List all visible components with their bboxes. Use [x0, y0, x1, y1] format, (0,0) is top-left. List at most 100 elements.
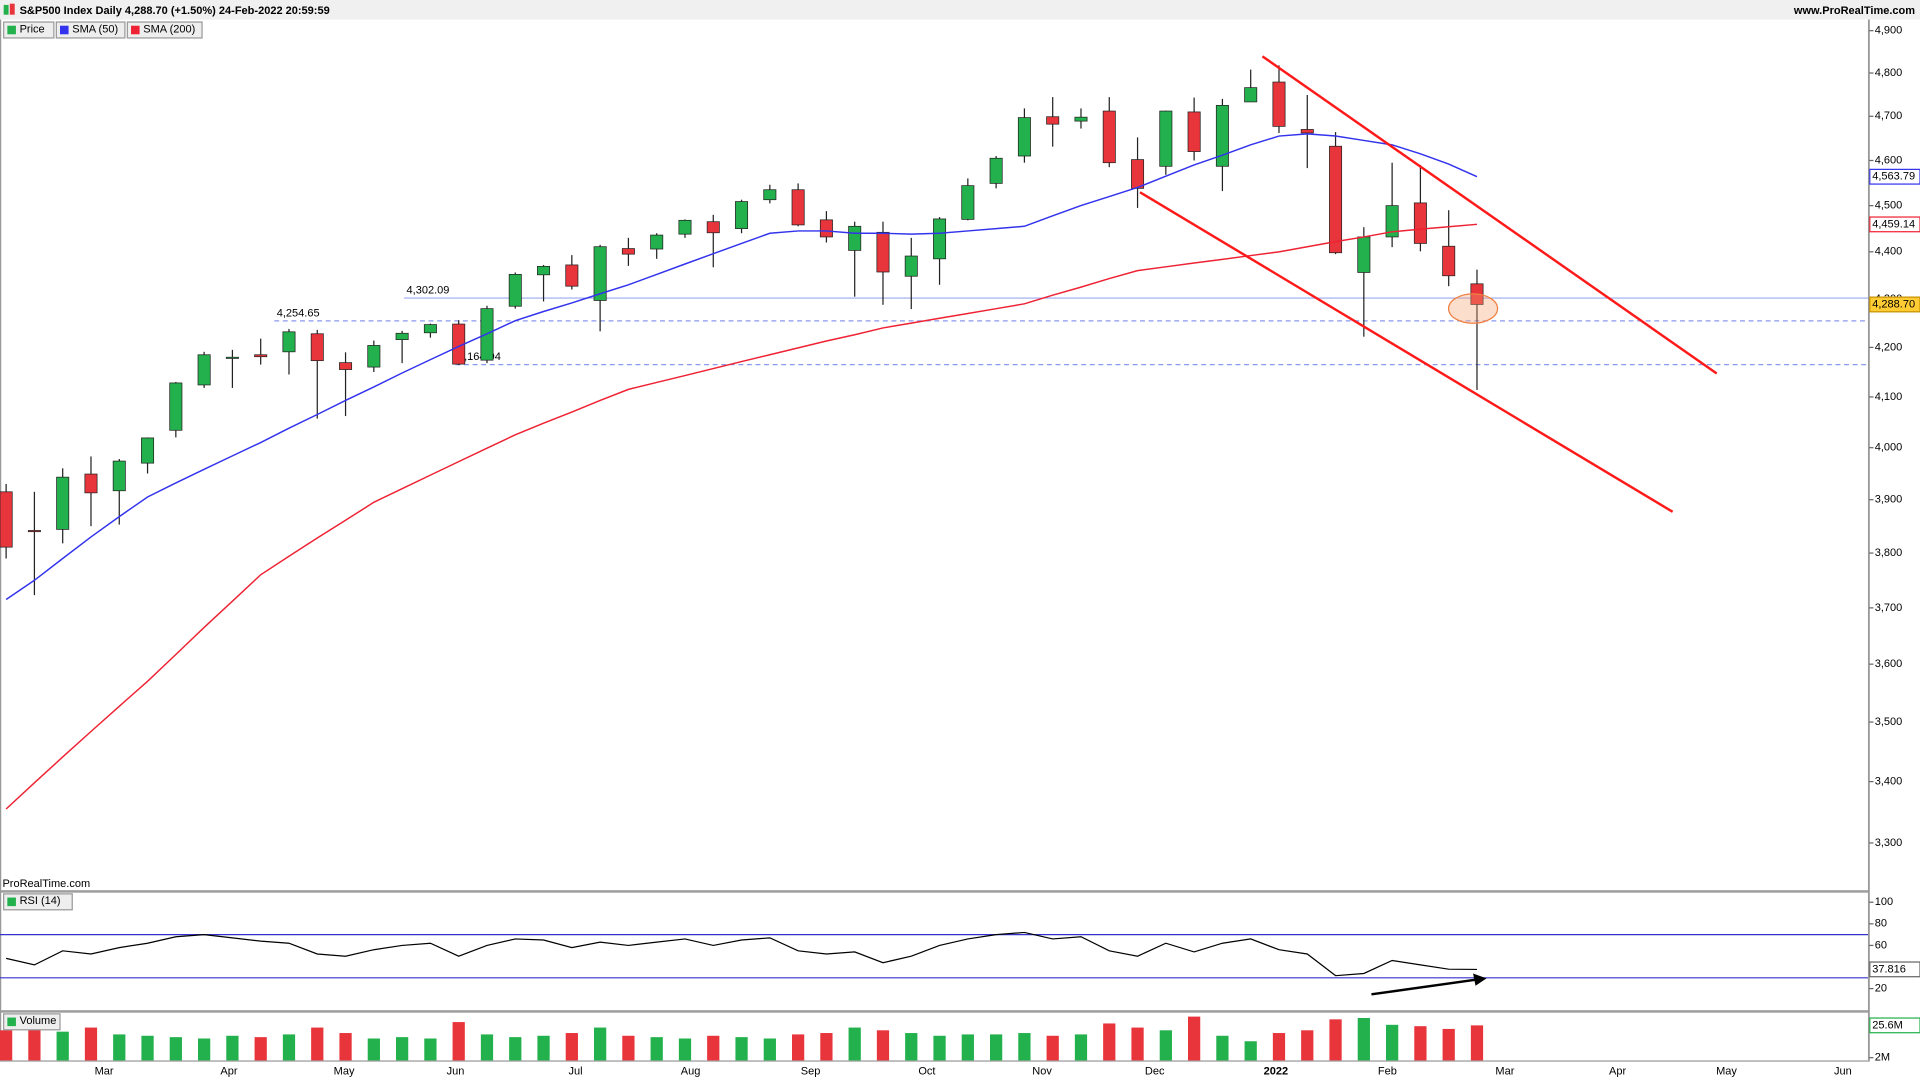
- volume-bar: [678, 1038, 692, 1061]
- y-tick-label: 3,700: [1875, 602, 1903, 614]
- legend-label: SMA (50): [72, 23, 118, 35]
- candle-body: [876, 231, 890, 273]
- candle-body: [112, 460, 126, 492]
- y-tick-label: 4,400: [1875, 246, 1903, 258]
- volume-bar: [735, 1037, 748, 1061]
- value-box-label: 4,459.14: [1872, 218, 1915, 230]
- candle-body: [961, 185, 975, 220]
- x-tick-label: Apr: [220, 1065, 237, 1077]
- volume-bar: [990, 1034, 1003, 1061]
- volume-bar: [961, 1034, 974, 1061]
- rsi-line: [5, 931, 1477, 977]
- candle-body: [169, 382, 183, 431]
- candle-body: [1442, 245, 1456, 277]
- volume-bar: [1386, 1024, 1399, 1061]
- value-box-label: 37.816: [1872, 963, 1906, 975]
- trendline: [1139, 191, 1674, 513]
- candle-body: [1329, 145, 1343, 254]
- volume-bar: [452, 1022, 465, 1061]
- value-box-label: 4,288.70: [1872, 298, 1915, 310]
- x-tick-label: Feb: [1378, 1065, 1397, 1077]
- candle-body: [1215, 105, 1229, 167]
- y-tick-label: 4,900: [1875, 25, 1903, 37]
- candle-body: [282, 331, 296, 353]
- x-tick-label: Mar: [95, 1065, 114, 1077]
- candle-body: [1159, 110, 1173, 167]
- candle-body: [706, 221, 720, 234]
- candle-body: [678, 219, 692, 235]
- x-tick-label: Nov: [1032, 1065, 1052, 1077]
- volume-bar: [820, 1033, 833, 1061]
- candle-body: [848, 225, 862, 251]
- y-tick-label: 4,000: [1875, 442, 1903, 454]
- volume-bar: [1018, 1033, 1031, 1061]
- volume-bar: [282, 1034, 296, 1061]
- candle-body: [27, 530, 41, 533]
- volume-bar: [763, 1038, 776, 1061]
- header-icon: [9, 3, 15, 15]
- legend-swatch: [7, 1017, 16, 1027]
- volume-bar: [226, 1035, 239, 1061]
- legend-box: [55, 21, 126, 39]
- volume-bar: [1329, 1019, 1342, 1061]
- y-tick-label: 4,800: [1875, 67, 1903, 79]
- y-tick-label: 3,900: [1875, 494, 1903, 506]
- header-bar: [0, 0, 1920, 20]
- volume-bar: [876, 1030, 890, 1061]
- candle-body: [1187, 111, 1201, 152]
- value-box-label: 25.6M: [1872, 1019, 1903, 1031]
- candle-body: [1272, 81, 1286, 127]
- volume-bar: [1074, 1034, 1088, 1061]
- value-box: [1869, 296, 1920, 313]
- x-tick-label: Jun: [447, 1065, 465, 1077]
- volume-bar: [254, 1037, 267, 1061]
- volume-bar: [1272, 1033, 1286, 1061]
- y-tick-label: 4,100: [1875, 391, 1903, 403]
- y-tick-label: 4,700: [1875, 110, 1903, 122]
- legend-swatch: [7, 25, 16, 35]
- sma-line: [5, 223, 1478, 810]
- volume-bar: [707, 1035, 720, 1061]
- legend-swatch: [131, 25, 140, 35]
- legend-swatch: [7, 897, 16, 907]
- x-tick-label: Oct: [918, 1065, 935, 1077]
- candle-body: [819, 219, 833, 238]
- candle-body: [565, 264, 579, 287]
- x-tick-label: Dec: [1145, 1065, 1165, 1077]
- candle-body: [56, 476, 70, 530]
- volume-bar: [339, 1033, 352, 1061]
- volume-bar: [1301, 1030, 1314, 1061]
- y-tick-label: 2M: [1875, 1052, 1890, 1064]
- volume-bar: [28, 1022, 41, 1061]
- candle-body: [367, 345, 381, 368]
- x-tick-label: May: [334, 1065, 355, 1077]
- y-tick-label: 80: [1875, 918, 1887, 930]
- volume-bar: [1357, 1017, 1370, 1061]
- candle-body: [197, 354, 211, 386]
- volume-bar: [905, 1033, 918, 1061]
- candle-body: [254, 354, 268, 358]
- volume-bar: [792, 1034, 805, 1061]
- y-tick-label: 3,400: [1875, 776, 1903, 788]
- x-tick-label: Jun: [1834, 1065, 1852, 1077]
- header-title: S&P500 Index Daily 4,288.70 (+1.50%) 24-…: [20, 5, 330, 17]
- candle-body: [1074, 116, 1088, 122]
- y-tick-label: 3,300: [1875, 837, 1903, 849]
- candle-body: [904, 255, 918, 277]
- x-tick-label: 2022: [1264, 1065, 1289, 1077]
- divergence-arrow: [1371, 978, 1477, 996]
- volume-bar: [1414, 1026, 1427, 1061]
- level-label: 4,302.09: [407, 285, 450, 297]
- x-tick-label: Sep: [801, 1065, 821, 1077]
- candle-body: [1357, 236, 1371, 273]
- volume-bar: [113, 1034, 126, 1061]
- candle-body: [0, 491, 13, 548]
- header-site[interactable]: www.ProRealTime.com: [1793, 5, 1915, 17]
- level-label: 4,164.94: [458, 351, 501, 363]
- volume-bar: [1159, 1030, 1172, 1061]
- y-tick-label: 4,200: [1875, 341, 1903, 353]
- volume-bar: [1442, 1028, 1455, 1061]
- candle-body: [339, 362, 353, 370]
